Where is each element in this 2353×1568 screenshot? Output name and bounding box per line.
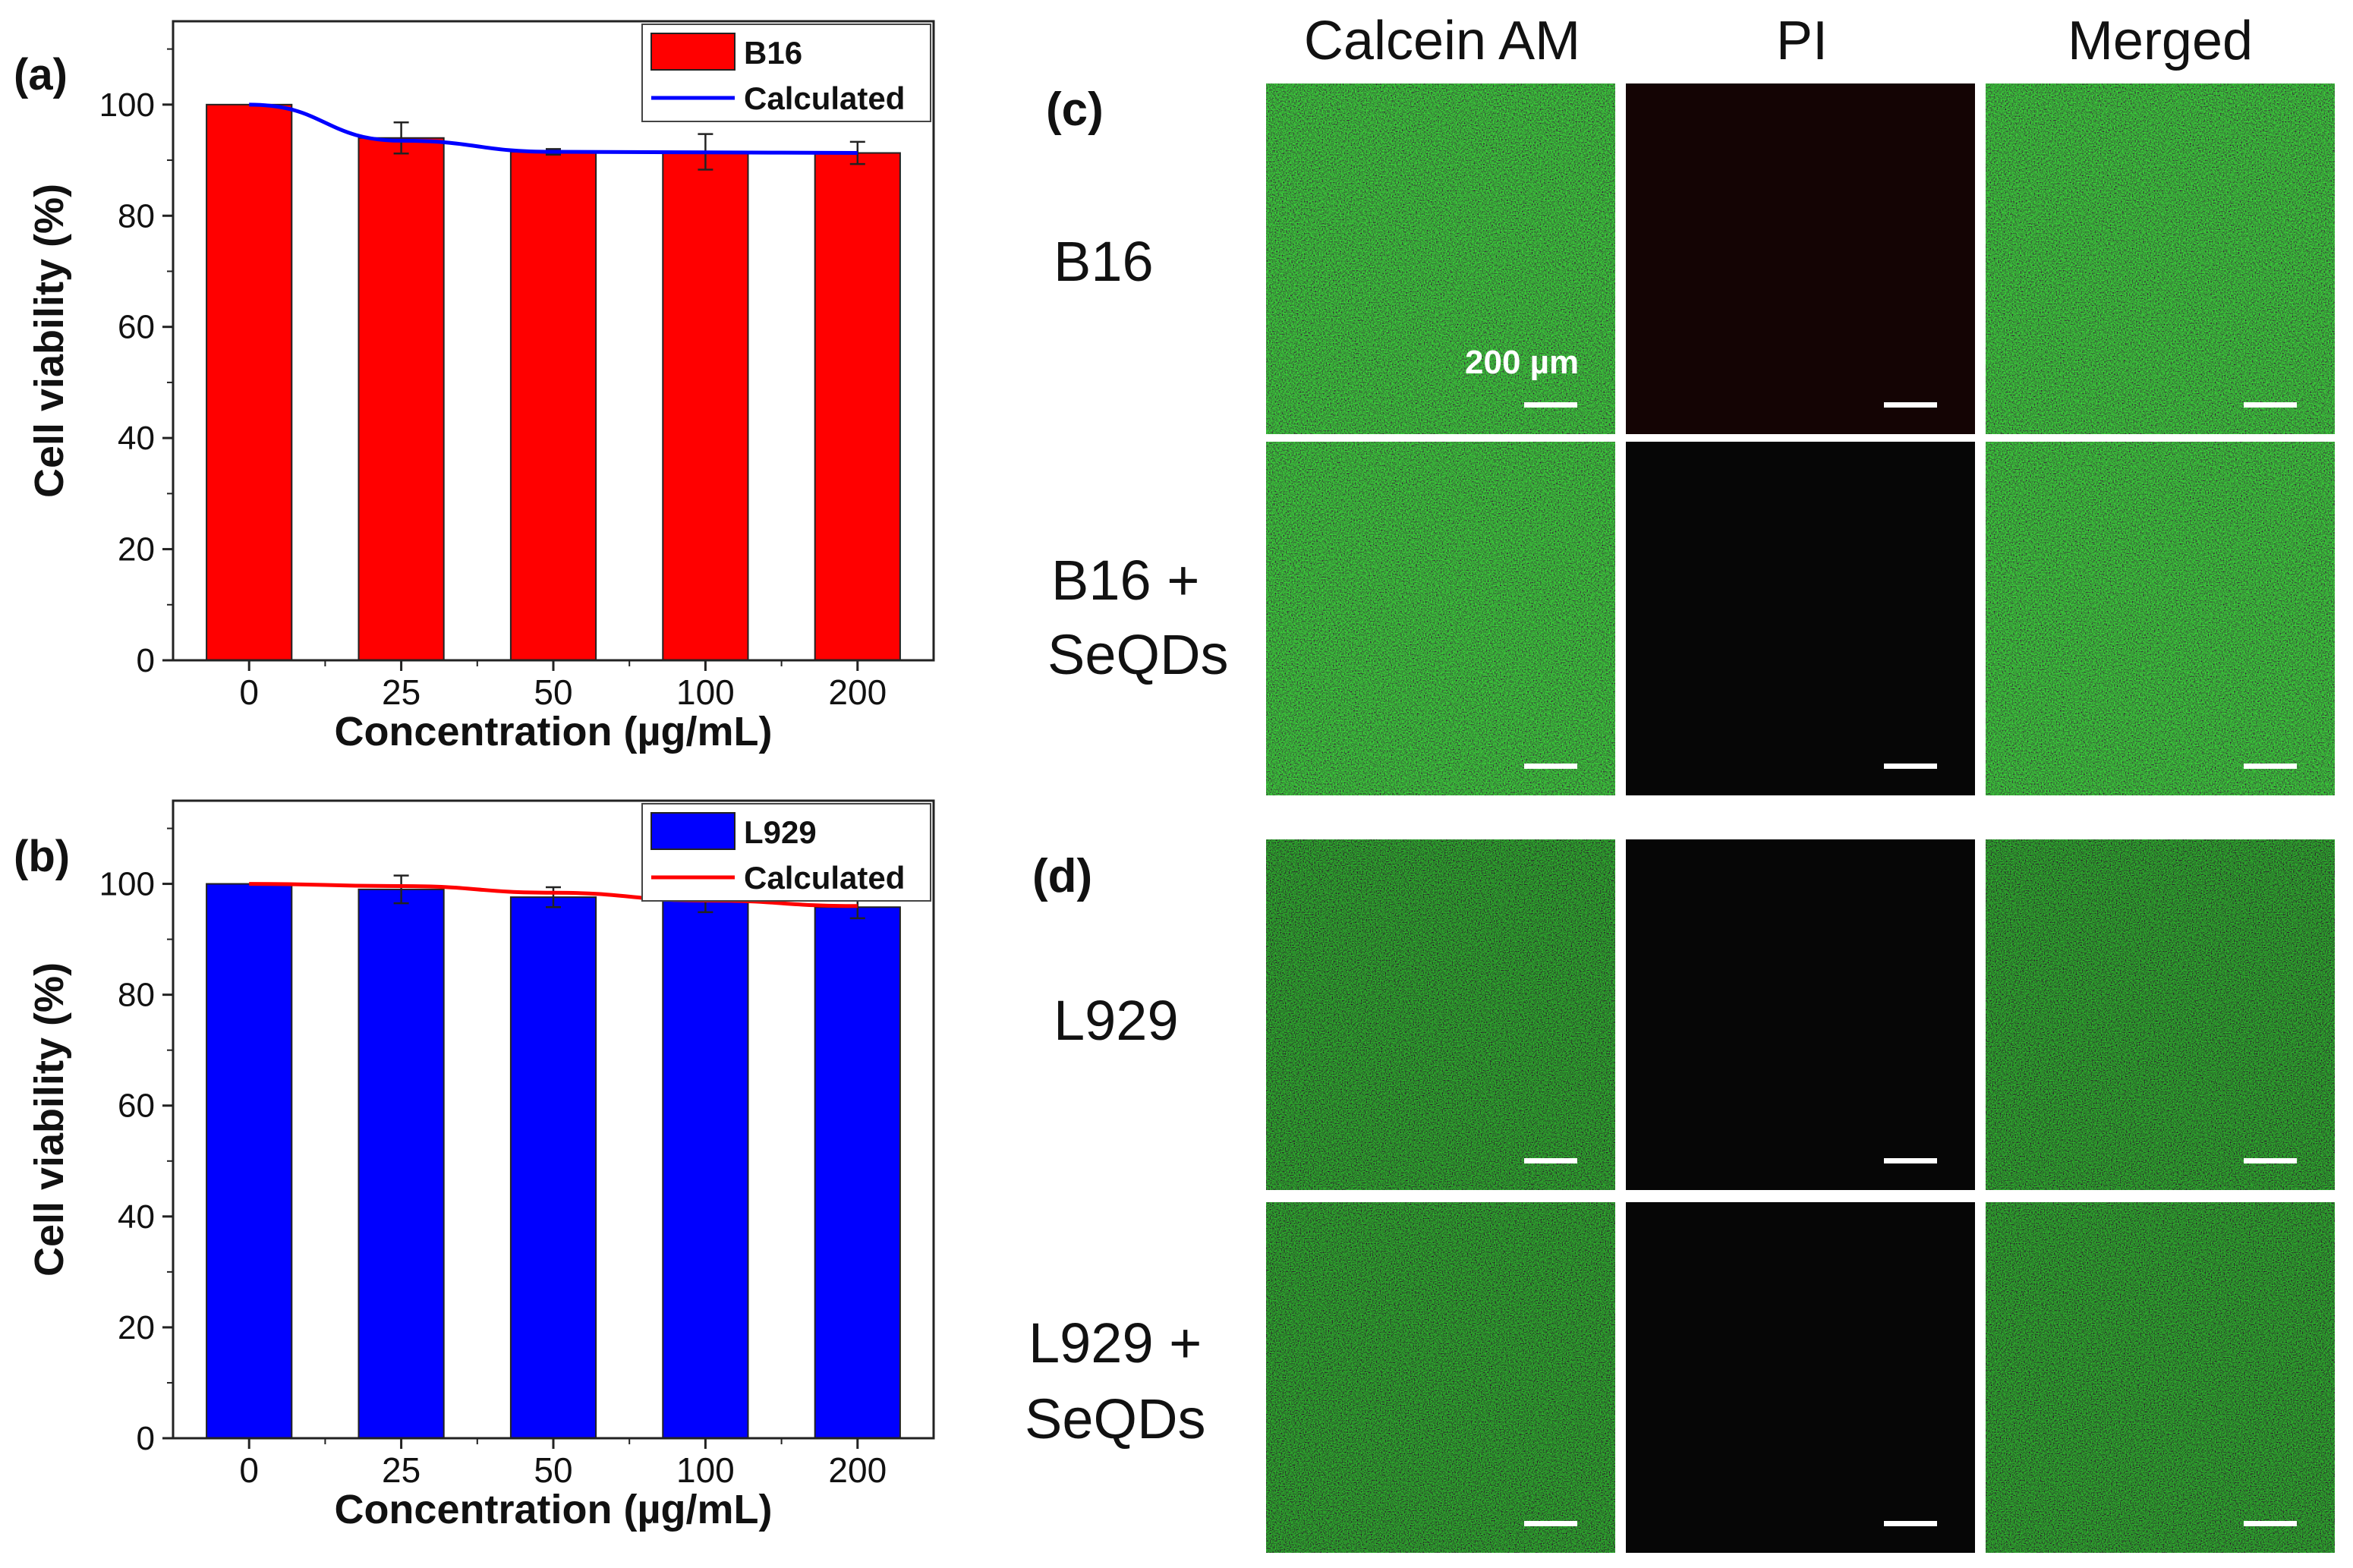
- micrograph-pi: [1626, 839, 1975, 1190]
- x-axis-label: Concentration (µg/mL): [334, 709, 772, 754]
- x-tick-label: 200: [828, 1450, 887, 1490]
- scale-bar: [2244, 1521, 2297, 1526]
- panel-label-d: (d): [1032, 850, 1092, 902]
- cell-fluorescence: [1266, 1202, 1615, 1553]
- bar-0: [206, 883, 293, 1439]
- bar-100: [662, 898, 749, 1440]
- cell-fluorescence: [1266, 839, 1615, 1190]
- micrograph-pi: [1626, 442, 1975, 795]
- y-tick-label: 20: [118, 1309, 155, 1346]
- calculated-line: [249, 102, 858, 156]
- x-axis-label: Concentration (µg/mL): [334, 1487, 772, 1532]
- legend-label-bar: B16: [744, 35, 802, 71]
- scale-bar: [1524, 402, 1577, 408]
- scale-bar: [2244, 402, 2297, 408]
- x-tick-label: 50: [534, 672, 572, 712]
- y-tick-label: 60: [118, 1088, 155, 1125]
- bar-25: [358, 888, 445, 1439]
- scale-bar: [1524, 764, 1577, 769]
- y-tick-label: 80: [118, 977, 155, 1014]
- scale-bar: [1884, 1521, 1937, 1526]
- legend-swatch-bar: [650, 812, 736, 850]
- y-axis-label: Cell viability (%): [27, 962, 72, 1277]
- y-tick-label: 80: [118, 197, 155, 235]
- scale-bar-label: 200 µm: [1465, 344, 1579, 381]
- y-tick-label: 40: [118, 420, 155, 457]
- y-tick-label: 40: [118, 1198, 155, 1236]
- chart-a: 0 20 40 60 80 100 0 25 50 100 200 Concentration (µg…: [27, 20, 935, 754]
- micrograph-tiles: [1266, 83, 2335, 1553]
- legend-label-line: Calculated: [744, 80, 905, 116]
- cell-fluorescence: [1266, 83, 1615, 434]
- x-tick-label: 0: [239, 672, 259, 712]
- row-label-b16: B16: [1054, 230, 1154, 293]
- bar-0: [206, 103, 293, 661]
- x-tick-label: 100: [676, 672, 735, 712]
- column-header-pi: PI: [1776, 11, 1828, 71]
- panel-label-c: (c): [1046, 83, 1104, 136]
- row-label-l929: L929: [1054, 989, 1179, 1052]
- bar-100: [662, 151, 749, 662]
- scale-bar: [1524, 1158, 1577, 1163]
- scale-bar: [1884, 1158, 1937, 1163]
- micrograph-pi: [1626, 83, 1975, 434]
- x-tick-label: 0: [239, 1450, 259, 1490]
- column-header-merged: Merged: [2068, 11, 2253, 71]
- y-tick-label: 0: [137, 1420, 155, 1457]
- row-label-b16-seqds-line1: B16 +: [1051, 549, 1199, 612]
- bar-25: [358, 137, 445, 661]
- chart-b: 0 20 40 60 80 100 0 25 50 100 200 Concentration (µg…: [27, 799, 935, 1532]
- micrograph-pi: [1626, 1202, 1975, 1553]
- cell-fluorescence: [1986, 442, 2335, 795]
- column-header-calcein: Calcein AM: [1304, 11, 1580, 71]
- scale-bar: [2244, 1158, 2297, 1163]
- row-label-l929-seqds-line2: SeQDs: [1025, 1387, 1206, 1450]
- bar-50: [509, 896, 597, 1440]
- scale-bar: [2244, 764, 2297, 769]
- panel-label-a: (a): [14, 50, 68, 99]
- scale-bar: [1884, 402, 1937, 408]
- bar-50: [509, 151, 597, 662]
- scale-bar: [1524, 1521, 1577, 1526]
- y-tick-label: 20: [118, 531, 155, 568]
- x-tick-label: 100: [676, 1450, 735, 1490]
- y-tick-label: 100: [99, 866, 155, 903]
- cell-fluorescence: [1986, 83, 2335, 434]
- y-tick-label: 0: [137, 642, 155, 679]
- scale-bar: [1884, 764, 1937, 769]
- cell-fluorescence: [1986, 839, 2335, 1190]
- legend-label-bar: L929: [744, 814, 817, 850]
- panel-label-b: (b): [14, 832, 70, 881]
- y-axis-label: Cell viability (%): [27, 184, 72, 498]
- y-tick-label: 100: [99, 87, 155, 124]
- cell-fluorescence: [1266, 442, 1615, 795]
- y-tick-label: 60: [118, 309, 155, 346]
- calculated-line: [249, 882, 858, 908]
- x-tick-label: 200: [828, 672, 887, 712]
- micrograph-grid: Calcein AM PI Merged (c) (d) B16 B16 + S…: [1025, 11, 2335, 1553]
- legend-label-line: Calculated: [744, 860, 905, 896]
- row-label-l929-seqds-line1: L929 +: [1028, 1311, 1202, 1374]
- bar-200: [814, 906, 901, 1440]
- cell-fluorescence: [1986, 1202, 2335, 1553]
- row-label-b16-seqds-line2: SeQDs: [1047, 623, 1229, 686]
- x-tick-label: 25: [382, 1450, 421, 1490]
- x-tick-label: 25: [382, 672, 421, 712]
- bar-200: [814, 152, 901, 662]
- x-tick-label: 50: [534, 1450, 572, 1490]
- legend-swatch-bar: [650, 33, 736, 71]
